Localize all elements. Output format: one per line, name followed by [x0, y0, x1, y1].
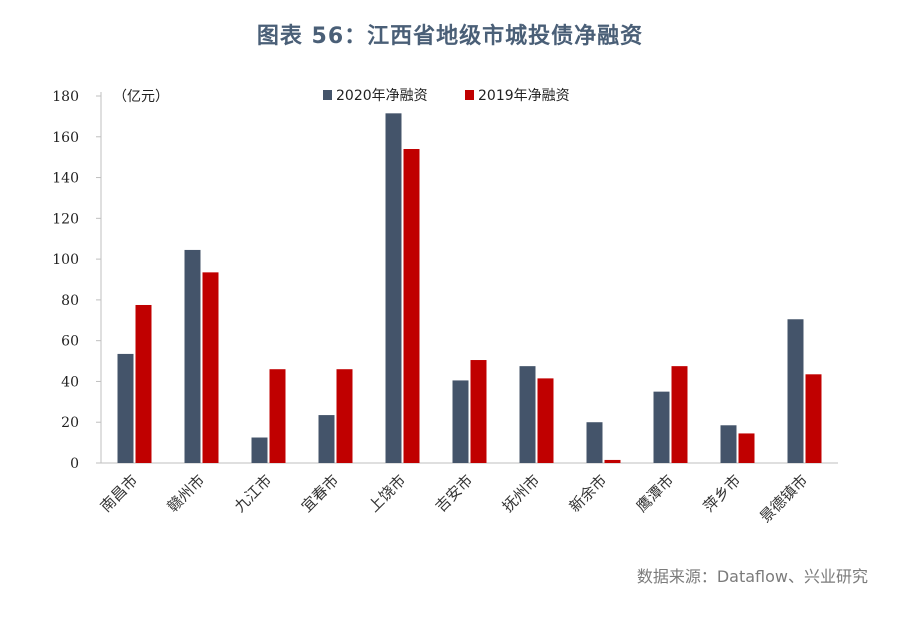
- x-category-label: 新余市: [566, 471, 611, 516]
- x-category-label: 吉安市: [432, 471, 477, 516]
- y-tick-label: 60: [61, 334, 79, 350]
- source-note: 数据来源：Dataflow、兴业研究: [636, 567, 868, 586]
- x-category-label: 鹰潭市: [633, 471, 678, 516]
- bar-2020-5: [452, 380, 469, 463]
- legend: 2020年净融资 2019年净融资: [323, 88, 570, 104]
- bar-2020-8: [653, 391, 670, 463]
- x-category-label: 南昌市: [97, 471, 142, 516]
- bar-2019-9: [738, 433, 755, 463]
- bar-2020-6: [519, 366, 536, 463]
- bar-2020-1: [184, 249, 201, 463]
- y-tick-label: 180: [52, 89, 79, 105]
- bar-2019-0: [135, 304, 152, 463]
- labels: 0 20 40 60 80 100 120 140 160 180 （亿元） 南昌市 赣州市 九江市 宜春市…: [52, 89, 811, 526]
- y-tick-label: 40: [61, 374, 79, 390]
- bar-2020-2: [251, 437, 268, 463]
- y-tick-label: 20: [61, 415, 79, 431]
- x-category-label: 萍乡市: [700, 471, 745, 516]
- chart-title: 图表 56：江西省地级市城投债净融资: [256, 24, 644, 49]
- y-tick-label: 80: [61, 293, 79, 309]
- bar-2020-3: [318, 415, 335, 463]
- bar-2019-6: [537, 378, 554, 463]
- x-category-label: 九江市: [231, 471, 276, 516]
- x-category-label: 抚州市: [499, 471, 544, 516]
- bar-2019-2: [269, 369, 286, 463]
- x-category-label: 宜春市: [298, 471, 343, 516]
- bars: [117, 113, 822, 463]
- legend-swatch-2020: [323, 90, 332, 100]
- axes: [96, 92, 838, 464]
- unit-label: （亿元）: [113, 89, 169, 105]
- bar-2019-7: [604, 459, 621, 463]
- y-tick-label: 100: [52, 252, 79, 268]
- bar-2020-10: [787, 319, 804, 463]
- bar-2019-3: [336, 369, 353, 463]
- bar-2019-4: [403, 149, 420, 463]
- x-category-label: 赣州市: [164, 471, 209, 516]
- legend-label-2020: 2020年净融资: [336, 88, 428, 104]
- bar-2020-9: [720, 425, 737, 463]
- legend-swatch-2019: [465, 90, 474, 100]
- bar-2020-4: [385, 113, 402, 463]
- y-tick-label: 0: [70, 456, 79, 472]
- bar-2019-10: [805, 374, 822, 463]
- bar-2019-1: [202, 272, 219, 463]
- bar-2019-8: [671, 366, 688, 463]
- bar-2019-5: [470, 360, 487, 463]
- bar-2020-0: [117, 353, 134, 463]
- y-tick-label: 120: [52, 211, 79, 227]
- x-category-label: 上饶市: [365, 471, 410, 516]
- legend-label-2019: 2019年净融资: [478, 88, 570, 104]
- bar-2020-7: [586, 422, 603, 463]
- x-category-label: 景德镇市: [756, 471, 811, 526]
- y-tick-label: 160: [52, 130, 79, 146]
- y-tick-label: 140: [52, 171, 79, 187]
